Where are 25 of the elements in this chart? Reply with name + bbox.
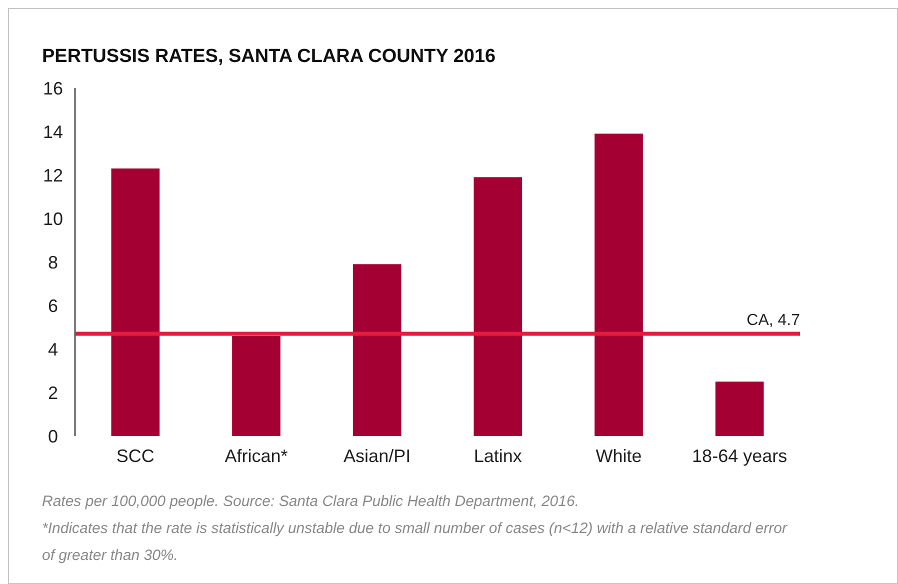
bar [594, 134, 643, 436]
chart-title: PERTUSSIS RATES, SANTA CLARA COUNTY 2016 [42, 46, 496, 67]
y-tick-label: 10 [42, 208, 64, 229]
y-tick-label: 0 [48, 426, 58, 446]
text: Rates per 100,000 people. Source: Santa Clara Public Health Department, 2016. [42, 493, 579, 510]
x-tick-label: Latinx [474, 446, 522, 466]
x-tick-label: SCC [116, 446, 154, 466]
x-tick-label: 18-64 years [692, 446, 788, 466]
x-tick-label: White [596, 446, 642, 466]
bar [111, 168, 160, 436]
y-tick-label: 12 [42, 165, 64, 186]
y-tick-label: 4 [48, 339, 58, 360]
text: *Indicates that the rate is statistically unstable due to small number of cases (n<12) with a relative standard error of greater than 30%. [42, 520, 788, 564]
y-tick-label: 8 [48, 252, 58, 272]
bar [474, 177, 522, 436]
y-tick-label: 6 [48, 296, 58, 316]
x-tick-label: Asian/PI [344, 446, 411, 466]
x-tick-label: African* [224, 446, 288, 466]
y-tick-label: 2 [48, 382, 58, 403]
ref-line-label: CA, 4.7 [746, 312, 800, 329]
bar [352, 264, 402, 436]
y-tick-label: 14 [42, 122, 64, 142]
bar [715, 382, 764, 436]
bar [232, 336, 280, 436]
y-tick-label: 16 [42, 78, 64, 98]
